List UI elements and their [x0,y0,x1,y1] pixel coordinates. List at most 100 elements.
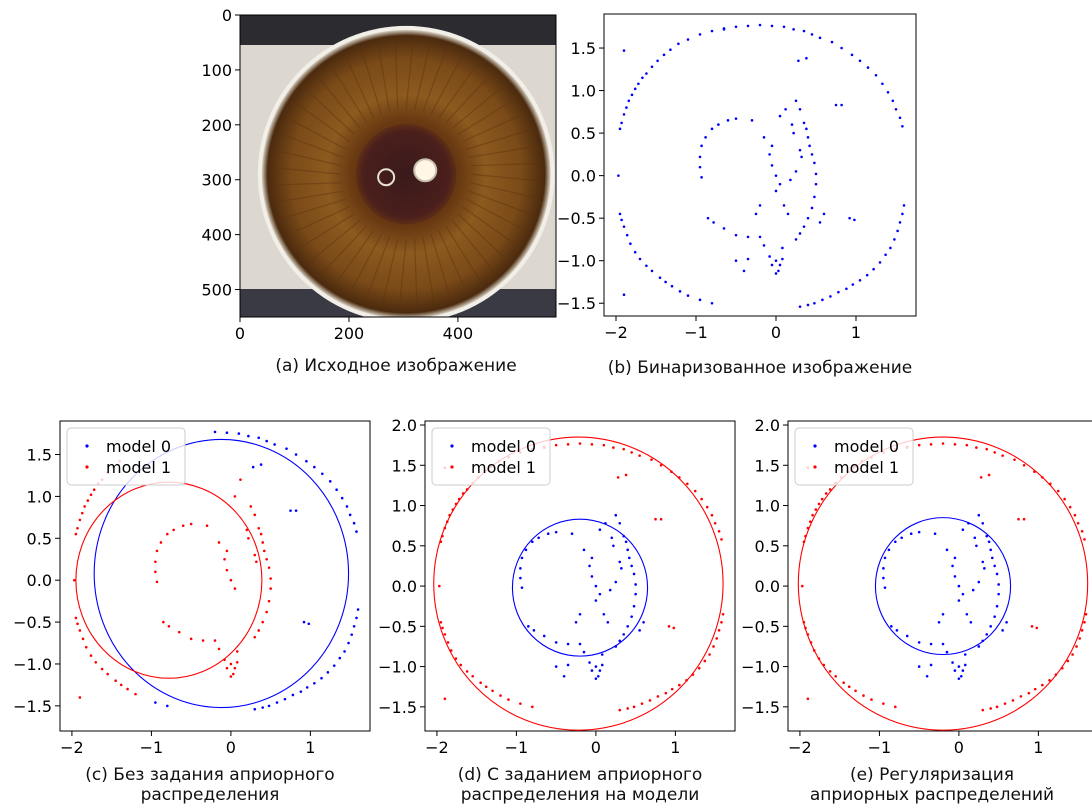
data-point [532,629,536,632]
y-tick-label: 1.0 [571,82,596,101]
data-point [443,633,447,636]
data-point [239,478,242,481]
data-point [537,536,540,540]
data-point [78,518,82,522]
data-point [813,301,816,305]
iris-fiber [414,238,418,309]
data-point [710,29,714,33]
data-point [520,556,524,560]
data-point [229,578,233,582]
data-point [531,705,534,709]
data-point [656,59,659,63]
data-point [1056,489,1060,493]
data-point [554,641,558,644]
data-point [267,566,271,569]
data-point [802,29,806,33]
data-point [770,164,774,167]
data-point [957,584,961,588]
data-point [898,116,902,120]
y-tick-label: −1.5 [741,698,780,717]
data-point [881,82,884,86]
data-point [768,255,771,258]
data-point [975,544,978,548]
data-point [566,443,570,446]
data-point [734,259,738,263]
data-point [840,103,843,107]
iris-fiber [377,42,390,112]
y-tick-label: 200 [201,116,232,135]
iris-fiber [273,149,342,167]
x-tick-label: 0 [954,738,964,757]
data-point [445,520,449,523]
data-point [618,639,622,643]
iris-fiber [451,219,497,275]
y-tick-label: 0.0 [27,571,52,590]
data-point [853,218,856,222]
data-point [981,560,985,564]
data-point [813,195,816,199]
data-point [608,588,612,592]
data-point [851,283,855,286]
data-point [977,580,981,584]
legend-label: model 1 [471,458,536,477]
data-point [941,442,945,445]
data-point [746,235,750,239]
data-point [686,38,690,41]
data-point [343,650,346,653]
caption-e-line-2: априорных распределений [809,785,1055,805]
data-point [792,28,795,31]
iris-fiber [315,74,361,129]
data-point [213,430,217,434]
data-point [454,502,458,506]
caption-e-line-1: (e) Регуляризация [849,765,1015,785]
data-point [929,642,933,646]
data-point [798,107,802,111]
data-point [627,99,631,103]
data-point [704,136,707,139]
data-point [734,233,738,237]
caption-e: (e) Регуляризация априорных распределени… [772,765,1092,805]
data-point [777,269,780,273]
data-point [808,144,811,148]
data-point [726,119,730,122]
data-point [484,685,488,689]
data-point [294,453,298,456]
data-point [81,637,85,641]
data-point [172,528,175,532]
data-point [114,679,117,683]
data-point [1041,476,1044,479]
data-point [886,90,890,94]
data-point [622,633,626,636]
data-point [642,620,645,624]
data-point [981,521,985,525]
data-point [925,674,929,678]
y-tick-label: −1.5 [378,698,417,717]
data-point [177,630,181,634]
data-point [441,534,444,538]
data-point [223,658,226,662]
data-point [961,669,965,672]
data-point [800,155,803,159]
caption-c-line-2: распределения [140,785,280,805]
data-point [355,530,358,533]
data-point [989,548,992,552]
panel-b-plot: −2 −1 0 1 −1.5 −1.0 −0.5 0.0 0.5 1.0 1.5 [557,13,917,342]
data-point [945,548,949,552]
y-tick-label: 1.0 [392,497,417,516]
data-point [106,672,109,676]
data-point [1084,612,1088,616]
data-point [231,672,235,676]
iris-fiber [318,225,368,277]
y-tick-label: 300 [201,171,232,190]
data-point [710,127,714,131]
y-tick-label: 2.0 [392,416,417,435]
data-point [630,451,633,454]
data-point [347,641,350,645]
data-point [618,708,622,712]
data-point [441,626,444,630]
x-tick-label: 1 [851,323,861,342]
data-point [253,707,257,711]
data-point [901,124,904,128]
data-point [664,280,667,284]
data-point [677,42,680,46]
